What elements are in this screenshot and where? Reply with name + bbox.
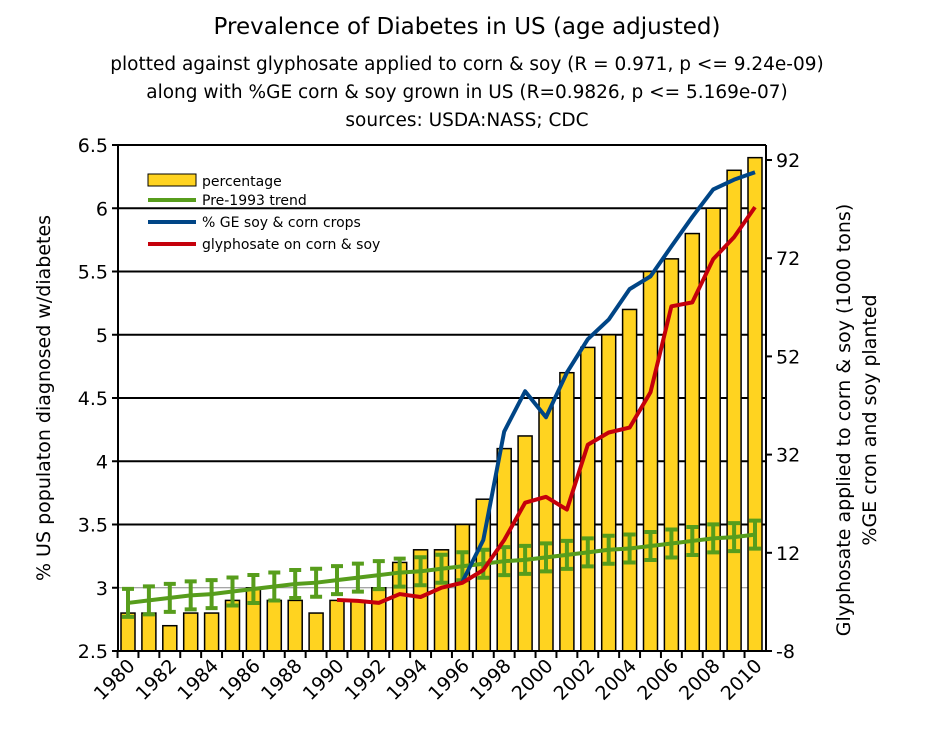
trend-error-bar — [707, 522, 720, 555]
bar-2008 — [705, 207, 721, 652]
trend-error-bar — [560, 538, 573, 571]
glyphosate-line — [336, 205, 757, 605]
legend-label-glyphosate-text: glyphosate on corn & soy — [202, 237, 380, 253]
bar-1989 — [308, 612, 324, 652]
x-tick-label: 2000 — [508, 655, 558, 705]
bar-2010 — [747, 156, 763, 652]
bar-2002 — [580, 346, 596, 652]
trend-error-bar — [122, 586, 134, 619]
x-tick-label: 1998 — [466, 655, 516, 705]
ge-crops-line — [460, 170, 756, 583]
bar-1990 — [329, 599, 345, 652]
chart-title: Prevalence of Diabetes in US (age adjust… — [214, 14, 721, 40]
bar-1985 — [224, 599, 241, 652]
bar-1984 — [203, 612, 220, 652]
x-tick-label: 1986 — [215, 655, 265, 705]
trend-error-bar — [372, 559, 385, 592]
legend-label-glyphosate: glyphosate on corn & soy — [202, 237, 380, 253]
trend-error-bar — [623, 532, 636, 565]
trend-error-bar — [184, 579, 197, 612]
bar-2000 — [538, 397, 554, 652]
x-tick-label: 1994 — [382, 655, 432, 705]
y2-tick-label: 92 — [776, 150, 800, 172]
trend-error-bar — [310, 566, 323, 599]
trend-error-bar — [351, 561, 364, 594]
trend-error-bar — [393, 556, 406, 589]
y-tick-label: 6 — [96, 198, 108, 220]
trend-error-bar — [728, 521, 741, 554]
bar-1988 — [287, 599, 303, 652]
trend-error-bar — [644, 530, 657, 563]
bar-1983 — [182, 612, 199, 652]
trend-error-bar — [205, 578, 218, 611]
y2-tick-label: 52 — [776, 346, 800, 368]
y2-tick-label: 12 — [776, 543, 800, 565]
bar-1999 — [517, 435, 533, 652]
x-tick-label: 2010 — [717, 655, 767, 705]
bar-2003 — [600, 334, 617, 652]
y-tick-label: 4.5 — [78, 388, 108, 410]
legend-label-trend: Pre-1993 trend — [202, 193, 307, 209]
trend-error-bar — [247, 573, 260, 606]
y2-axis-label-1: Glyphosate applied to corn & soy (1000 t… — [833, 204, 855, 636]
trend-error-bar — [268, 570, 281, 603]
y2-tick-label: -8 — [776, 641, 795, 663]
x-tick-label: 2008 — [675, 655, 725, 705]
trend-error-bar — [163, 581, 176, 614]
x-tick-label: 2006 — [633, 655, 683, 705]
bar-1991 — [350, 599, 366, 652]
legend-label-percentage: percentage — [202, 174, 282, 190]
x-tick-label: 1996 — [424, 655, 474, 705]
y2-tick-label: 72 — [776, 248, 800, 270]
y-tick-label: 4 — [96, 451, 108, 473]
legend: percentage Pre-1993 trend % GE soy & cor… — [147, 173, 380, 253]
y-tick-label: 3.5 — [78, 515, 108, 537]
y-tick-label: 2.5 — [78, 641, 108, 663]
trend-error-bar — [414, 555, 427, 588]
x-tick-label: 1982 — [132, 655, 182, 705]
x-tick-label: 1988 — [257, 655, 307, 705]
y-tick-label: 6.5 — [78, 135, 108, 157]
trend-error-bar — [142, 584, 155, 617]
trend-error-bar — [519, 543, 532, 576]
legend-label-ge: % GE soy & corn crops — [202, 215, 361, 231]
trend-error-bar — [540, 541, 552, 574]
bar-1981 — [141, 612, 157, 652]
bar-1987 — [266, 599, 283, 652]
trend-error-bar — [435, 552, 448, 585]
x-tick-label: 2002 — [550, 655, 600, 705]
y-tick-label: 5 — [96, 325, 108, 347]
bar-1982 — [162, 624, 178, 652]
bar-2006 — [663, 258, 680, 652]
bar-2001 — [559, 371, 575, 652]
y-tick-label: 3 — [96, 578, 108, 600]
chart-subtitle-2: along with %GE corn & soy grown in US (R… — [146, 82, 787, 103]
x-tick-label: 1984 — [173, 655, 223, 705]
x-tick-label: 1992 — [341, 655, 391, 705]
y-tick-label: 5.5 — [78, 262, 108, 284]
trend-error-bar — [226, 575, 239, 608]
chart-subtitle-3: sources: USDA:NASS; CDC — [345, 110, 588, 131]
y2-axis-label-2: %GE cron and soy planted — [859, 294, 881, 545]
trend-error-bar — [289, 567, 302, 600]
legend-swatch-percentage — [147, 173, 197, 187]
x-tick-label: 2004 — [591, 655, 641, 705]
trend-error-bar — [686, 524, 699, 557]
chart-subtitle-1: plotted against glyphosate applied to co… — [110, 54, 823, 75]
bar-1992 — [371, 587, 387, 652]
bar-2004 — [621, 308, 638, 652]
y2-tick-label: 32 — [776, 445, 800, 467]
trend-error-bar — [602, 533, 615, 566]
trend-error-bar — [331, 564, 343, 597]
trend-error-bar — [581, 536, 594, 569]
trend-error-bar — [665, 527, 678, 560]
trend-error-bar — [749, 518, 761, 551]
y-axis-label: % US populaton diagnosed w/diabetes — [33, 215, 55, 581]
bar-2005 — [642, 270, 659, 652]
bar-1996 — [454, 523, 471, 652]
x-tick-label: 1990 — [299, 655, 349, 705]
